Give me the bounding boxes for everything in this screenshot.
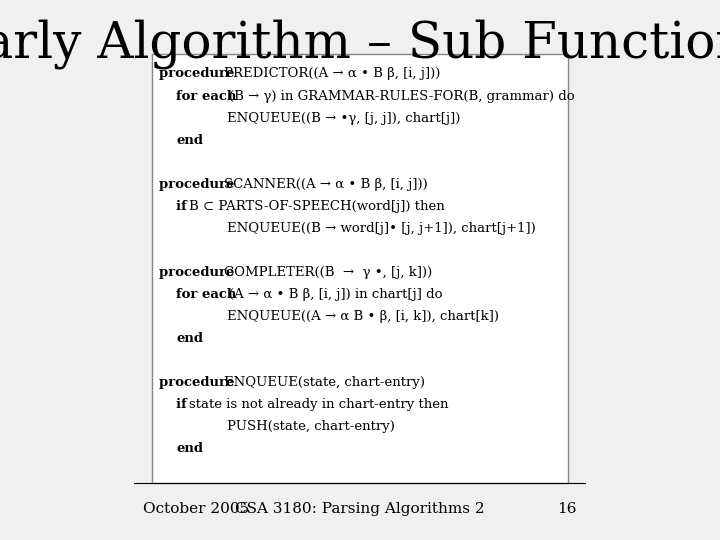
Text: end: end [176,442,203,455]
Text: for each: for each [176,288,241,301]
Text: Early Algorithm – Sub Functions: Early Algorithm – Sub Functions [0,19,720,69]
FancyBboxPatch shape [152,54,568,483]
Text: ENQUEUE(state, chart-entry): ENQUEUE(state, chart-entry) [224,376,425,389]
Text: (B → γ) in GRAMMAR-RULES-FOR(B, grammar) do: (B → γ) in GRAMMAR-RULES-FOR(B, grammar)… [229,90,575,103]
Text: 16: 16 [557,502,577,516]
Text: COMPLETER((B  →  γ •, [j, k])): COMPLETER((B → γ •, [j, k])) [224,266,432,279]
Text: (A → α • B β, [i, j]) in chart[j] do: (A → α • B β, [i, j]) in chart[j] do [229,288,442,301]
Text: procedure: procedure [159,68,239,80]
Text: ENQUEUE((A → α B • β, [i, k]), chart[k]): ENQUEUE((A → α B • β, [i, k]), chart[k]) [193,310,499,323]
Text: ENQUEUE((B → •γ, [j, j]), chart[j]): ENQUEUE((B → •γ, [j, j]), chart[j]) [193,112,461,125]
Text: end: end [176,332,203,345]
Text: October 2005: October 2005 [143,502,249,516]
Text: procedure: procedure [159,178,239,191]
Text: if: if [176,398,192,411]
Text: for each: for each [176,90,241,103]
Text: SCANNER((A → α • B β, [i, j])): SCANNER((A → α • B β, [i, j])) [224,178,428,191]
Text: PUSH(state, chart-entry): PUSH(state, chart-entry) [193,420,395,433]
Text: state is not already in chart-entry then: state is not already in chart-entry then [189,398,448,411]
Text: end: end [176,133,203,147]
Text: PREDICTOR((A → α • B β, [i, j])): PREDICTOR((A → α • B β, [i, j])) [224,68,440,80]
Text: CSA 3180: Parsing Algorithms 2: CSA 3180: Parsing Algorithms 2 [235,502,485,516]
Text: procedure: procedure [159,376,239,389]
Text: if: if [176,200,192,213]
Text: B ⊂ PARTS-OF-SPEECH(word[j]) then: B ⊂ PARTS-OF-SPEECH(word[j]) then [189,200,444,213]
Text: procedure: procedure [159,266,239,279]
Text: ENQUEUE((B → word[j]• [j, j+1]), chart[j+1]): ENQUEUE((B → word[j]• [j, j+1]), chart[j… [193,222,536,235]
